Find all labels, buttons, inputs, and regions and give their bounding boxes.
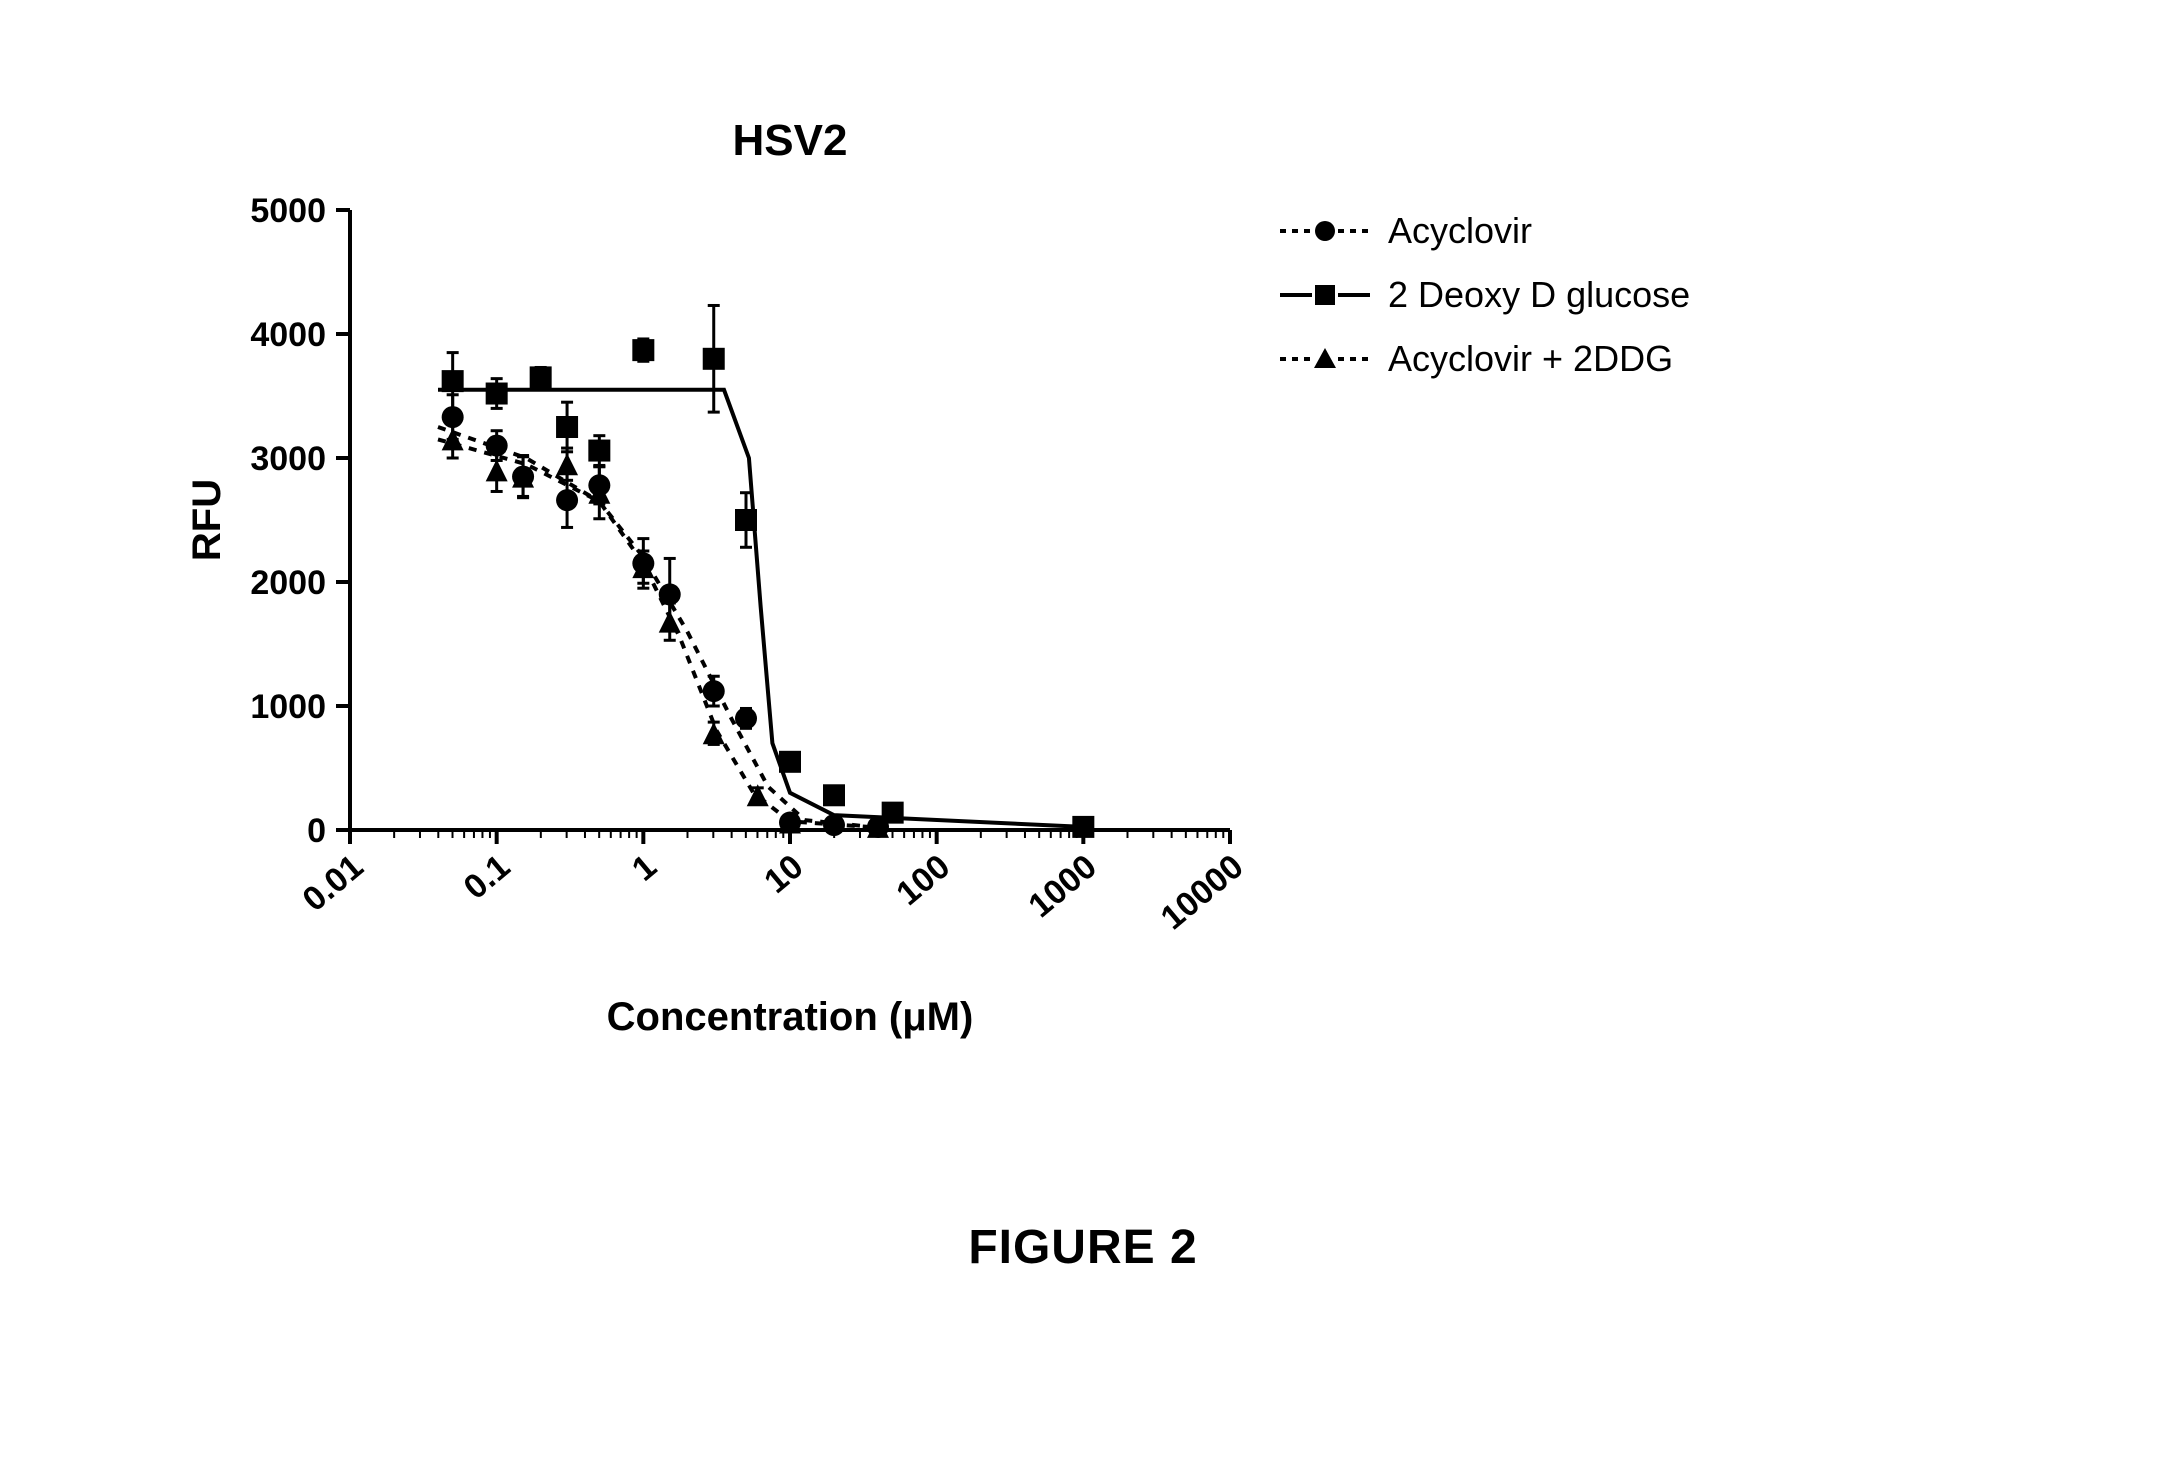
legend-swatch-svg: [1280, 213, 1370, 249]
legend-swatch-svg: [1280, 341, 1370, 377]
legend-label: 2 Deoxy D glucose: [1388, 274, 1690, 316]
chart-svg: HSV2 0 1000 2000 3000 4000 5000 0.01 0.1 1 10 100 10…: [180, 100, 1260, 1080]
page: HSV2 0 1000 2000 3000 4000 5000 0.01 0.1 1 10 100 10…: [0, 0, 2166, 1478]
legend: Acyclovir 2 Deoxy D glucose Acyclovir: [1280, 210, 1690, 402]
svg-text:10000: 10000: [1154, 847, 1251, 937]
legend-swatch-combo: [1280, 341, 1370, 377]
svg-text:0.01: 0.01: [295, 847, 370, 919]
legend-item-2ddg: 2 Deoxy D glucose: [1280, 274, 1690, 316]
legend-label: Acyclovir: [1388, 210, 1532, 252]
legend-item-acyclovir: Acyclovir: [1280, 210, 1690, 252]
legend-label: Acyclovir + 2DDG: [1388, 338, 1673, 380]
svg-text:1: 1: [625, 847, 664, 888]
svg-text:0: 0: [307, 812, 326, 850]
svg-text:10: 10: [757, 847, 810, 900]
series-acy: [438, 395, 889, 838]
legend-swatch-svg: [1280, 277, 1370, 313]
svg-text:Concentration (μM): Concentration (μM): [607, 995, 974, 1039]
chart-container: HSV2 0 1000 2000 3000 4000 5000 0.01 0.1 1 10 100 10…: [180, 100, 1260, 1085]
svg-text:4000: 4000: [250, 316, 326, 354]
svg-text:100: 100: [889, 847, 957, 913]
series-ddg: [438, 305, 1094, 837]
legend-swatch-acyclovir: [1280, 213, 1370, 249]
legend-swatch-2ddg: [1280, 277, 1370, 313]
svg-text:1000: 1000: [1022, 847, 1104, 925]
svg-text:0.1: 0.1: [457, 847, 518, 906]
svg-text:3000: 3000: [250, 440, 326, 478]
series-combo: [438, 421, 889, 838]
svg-text:1000: 1000: [250, 688, 326, 726]
legend-item-combo: Acyclovir + 2DDG: [1280, 338, 1690, 380]
svg-text:5000: 5000: [250, 192, 326, 230]
figure-label: FIGURE 2: [0, 1220, 2166, 1275]
svg-text:2000: 2000: [250, 564, 326, 602]
svg-text:HSV2: HSV2: [733, 116, 848, 165]
svg-text:RFU: RFU: [185, 479, 229, 561]
